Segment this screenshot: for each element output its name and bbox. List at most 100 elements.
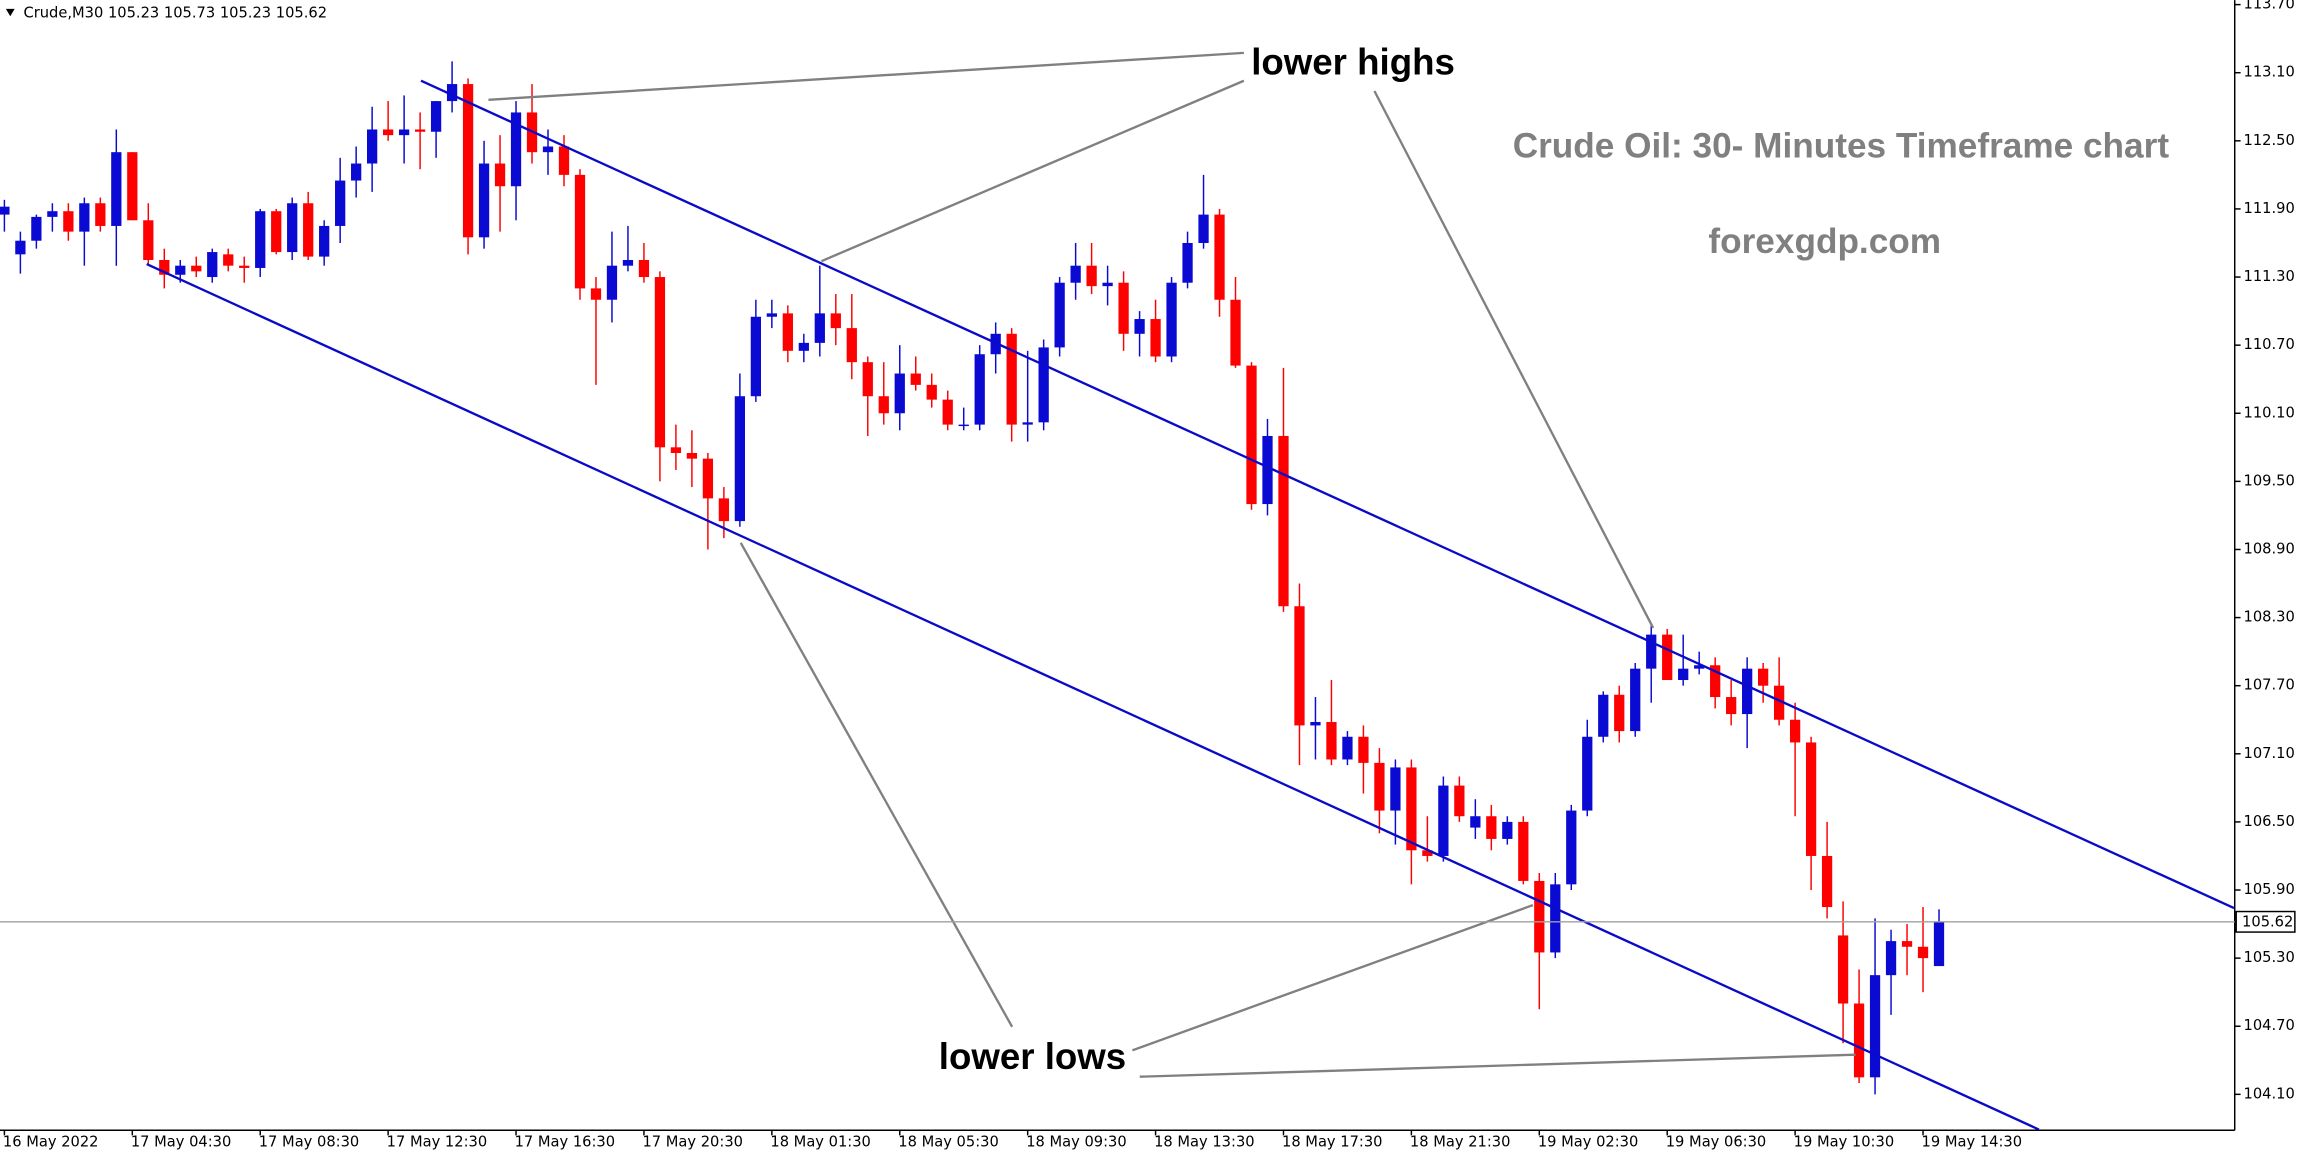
x-tick-label: 18 May 01:30 — [770, 1134, 871, 1151]
candle-body — [255, 211, 266, 268]
candle-body — [1246, 365, 1257, 505]
candle-body — [606, 265, 618, 300]
menu-arrow[interactable] — [5, 8, 15, 17]
candle-body — [398, 129, 410, 136]
upper-channel-line — [420, 79, 2235, 910]
candle-body — [1374, 762, 1385, 811]
candle-body — [910, 373, 921, 385]
candle-body — [1710, 665, 1721, 698]
candle-body — [382, 129, 394, 136]
y-tick-label: 110.10 — [2244, 404, 2295, 421]
candle-body — [670, 447, 682, 453]
y-tick-label: 104.10 — [2244, 1085, 2295, 1102]
x-tick-label: 17 May 12:30 — [387, 1134, 488, 1151]
candle-body — [1694, 665, 1705, 669]
candle-body — [958, 424, 969, 427]
y-tick-label: 105.90 — [2244, 881, 2295, 898]
candle-body — [1470, 816, 1481, 828]
candle-body — [223, 254, 234, 266]
x-tick-label: 17 May 20:30 — [642, 1134, 743, 1151]
y-tick-label: 108.30 — [2244, 609, 2295, 626]
y-tick-label: 111.30 — [2244, 268, 2295, 285]
pointer-line — [820, 79, 1245, 263]
candle-body — [127, 152, 138, 221]
candle-body — [1773, 685, 1785, 720]
x-tick-label: 19 May 14:30 — [1922, 1134, 2023, 1151]
candle-body — [1086, 265, 1097, 287]
candle-body — [974, 354, 985, 425]
y-tick-label: 107.10 — [2244, 745, 2295, 762]
candle-body — [271, 211, 282, 253]
candle-body — [1566, 810, 1577, 885]
candle-body — [1486, 816, 1497, 839]
x-tick-label: 16 May 2022 — [3, 1134, 99, 1151]
candle-body — [0, 206, 10, 215]
candle-body — [31, 216, 42, 241]
candle-body — [1518, 821, 1529, 881]
annotation: lower highs — [1251, 41, 1455, 82]
candle-body — [1789, 719, 1801, 743]
y-tick-label: 111.90 — [2244, 200, 2295, 217]
y-tick-label: 113.10 — [2244, 64, 2295, 81]
candle-body — [175, 265, 186, 275]
y-tick-label: 110.70 — [2244, 336, 2295, 353]
candle-body — [1262, 435, 1273, 505]
x-tick-label: 18 May 13:30 — [1154, 1134, 1255, 1151]
last-price-box — [2235, 910, 2296, 933]
candle-body — [1598, 694, 1609, 737]
candle-body — [558, 146, 570, 175]
candle-body — [1230, 299, 1241, 366]
candle-body — [878, 396, 889, 414]
candle-body — [303, 203, 314, 257]
candle-body — [1118, 282, 1129, 334]
candle-body — [79, 203, 90, 232]
chart-header: Crude,M30 105.23 105.73 105.23 105.62 — [23, 4, 327, 21]
pointer-line — [1373, 90, 1655, 629]
candle-body — [1438, 785, 1449, 856]
candle-body — [750, 316, 761, 397]
candle-body — [15, 240, 26, 255]
candle-body — [1070, 265, 1081, 283]
candle-body — [1837, 935, 1849, 1004]
candle-body — [718, 498, 730, 522]
candle-body — [287, 203, 298, 253]
candle-body — [846, 328, 857, 363]
candle-body — [1917, 946, 1929, 959]
candle-body — [1022, 422, 1033, 425]
y-tick-label: 107.70 — [2244, 677, 2295, 694]
candle-body — [1214, 214, 1225, 300]
candle-body — [207, 252, 218, 278]
pointer-line — [1139, 1053, 1856, 1078]
candle-body — [574, 174, 586, 289]
candle-body — [111, 152, 122, 226]
candle-body — [1933, 921, 1945, 967]
candle-body — [367, 129, 378, 164]
pointer-line — [488, 51, 1244, 101]
candle-body — [1406, 767, 1417, 851]
candle-body — [1182, 242, 1193, 283]
candle-body — [1134, 319, 1145, 334]
candle-body — [1310, 722, 1321, 726]
candle-body — [1054, 282, 1065, 348]
last-price-label: 105.62 — [2242, 914, 2293, 931]
candle-body — [1502, 821, 1513, 839]
candle-body — [1326, 722, 1337, 760]
x-tick-label: 19 May 02:30 — [1538, 1134, 1639, 1151]
candle-body — [335, 180, 346, 226]
candle-body — [239, 265, 250, 268]
candle-body — [830, 313, 841, 329]
candle-body — [1614, 694, 1625, 732]
candle-body — [1422, 850, 1433, 856]
candle-body — [1454, 785, 1465, 817]
candle-body — [734, 396, 746, 522]
candle-body — [926, 384, 937, 400]
candle-body — [1662, 634, 1673, 681]
x-tick-label: 18 May 05:30 — [898, 1134, 999, 1151]
candle-body — [1726, 697, 1737, 715]
candle-body — [1742, 668, 1753, 715]
x-tick-label: 17 May 16:30 — [515, 1134, 616, 1151]
candle-body — [798, 342, 809, 351]
candle-body — [1166, 282, 1177, 357]
x-tick-label: 19 May 06:30 — [1666, 1134, 1767, 1151]
